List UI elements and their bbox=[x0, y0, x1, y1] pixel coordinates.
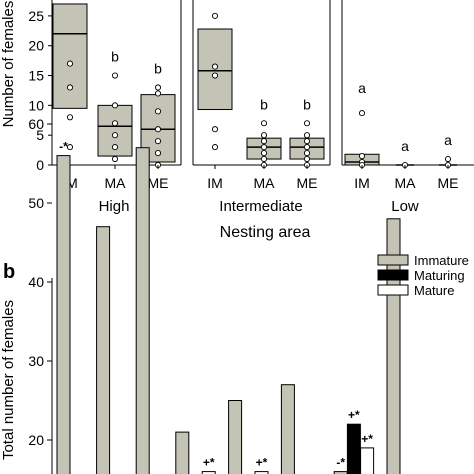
bar-immature bbox=[333, 471, 348, 474]
panel-b-letter: b bbox=[3, 261, 15, 283]
data-point bbox=[66, 60, 74, 67]
x-tick-label: ME bbox=[297, 175, 318, 191]
significance-mark: -* bbox=[336, 456, 345, 470]
significance-mark: +* bbox=[361, 432, 373, 446]
data-point bbox=[111, 155, 119, 163]
significance-mark: -* bbox=[59, 140, 68, 154]
data-point bbox=[154, 90, 162, 97]
data-point bbox=[154, 150, 162, 157]
data-point bbox=[66, 84, 74, 91]
y-tick-label: 60 bbox=[28, 116, 44, 132]
data-point bbox=[260, 144, 268, 151]
data-point bbox=[358, 110, 366, 117]
bar-immature bbox=[135, 147, 150, 474]
data-point bbox=[111, 120, 119, 127]
data-point bbox=[260, 132, 268, 139]
group-label: Low bbox=[391, 198, 419, 215]
legend-label: Immature bbox=[414, 253, 469, 268]
legend-label: Maturing bbox=[414, 268, 465, 283]
significance-letter: a bbox=[358, 80, 366, 96]
legend-swatch bbox=[377, 269, 409, 281]
box-high-im bbox=[52, 3, 88, 109]
bar-mature bbox=[254, 471, 269, 474]
data-point bbox=[211, 126, 219, 133]
group-label: Intermediate bbox=[219, 198, 302, 215]
y-tick-label: 10 bbox=[28, 97, 44, 113]
panel-a-y-axis-label: Number of females bbox=[0, 1, 17, 128]
x-tick-label: ME bbox=[148, 175, 169, 191]
data-point bbox=[444, 155, 452, 163]
panel-b-y-axis-label: Total number of females bbox=[0, 300, 17, 460]
y-tick-label: 25 bbox=[28, 8, 44, 24]
x-tick-label: MA bbox=[254, 175, 276, 191]
bar-immature bbox=[96, 226, 111, 474]
data-point bbox=[66, 114, 74, 121]
data-point bbox=[154, 84, 162, 91]
data-point bbox=[303, 120, 311, 127]
significance-letter: a bbox=[444, 132, 452, 148]
data-point bbox=[111, 72, 119, 79]
y-tick-label: 20 bbox=[28, 432, 44, 448]
bar-immature bbox=[56, 155, 71, 474]
data-point bbox=[211, 72, 219, 79]
data-point bbox=[303, 155, 311, 163]
data-point bbox=[154, 138, 162, 145]
bar-immature bbox=[175, 431, 190, 474]
y-tick-label: 40 bbox=[28, 274, 44, 290]
y-tick-label: 20 bbox=[28, 38, 44, 54]
y-tick-label: 15 bbox=[28, 68, 44, 84]
y-tick-label: 0 bbox=[36, 157, 44, 173]
y-tick-label: 30 bbox=[28, 353, 44, 369]
x-tick-label: IM bbox=[207, 175, 223, 191]
significance-letter: b bbox=[260, 96, 268, 112]
data-point bbox=[358, 153, 366, 160]
significance-mark: +* bbox=[256, 456, 268, 470]
bar-maturing bbox=[346, 423, 361, 474]
data-point bbox=[211, 144, 219, 151]
panel-a-x-axis-label: Nesting area bbox=[220, 224, 311, 241]
data-point bbox=[303, 150, 311, 157]
significance-mark: +* bbox=[348, 408, 360, 422]
significance-letter: b bbox=[111, 49, 119, 65]
data-point bbox=[260, 120, 268, 127]
bar-mature bbox=[360, 447, 375, 474]
x-tick-label: MA bbox=[105, 175, 127, 191]
significance-letter: b bbox=[303, 96, 311, 112]
bar-immature bbox=[228, 400, 243, 474]
data-point bbox=[303, 138, 311, 145]
data-point bbox=[260, 150, 268, 157]
data-point bbox=[111, 102, 119, 109]
legend-swatch bbox=[377, 284, 409, 296]
significance-letter: b bbox=[154, 60, 162, 76]
x-tick-label: ME bbox=[438, 175, 459, 191]
y-tick-label: 50 bbox=[28, 195, 44, 211]
bar-immature bbox=[280, 384, 295, 474]
data-point bbox=[211, 63, 219, 70]
legend-swatch bbox=[377, 254, 409, 266]
x-tick-label: MA bbox=[395, 175, 417, 191]
significance-letter: a bbox=[401, 138, 409, 154]
data-point bbox=[66, 144, 74, 151]
group-label: High bbox=[99, 198, 130, 215]
x-tick-label: IM bbox=[354, 175, 370, 191]
data-point bbox=[260, 138, 268, 145]
bar-mature bbox=[201, 471, 216, 474]
data-point bbox=[211, 12, 219, 19]
data-point bbox=[303, 132, 311, 139]
data-point bbox=[111, 144, 119, 151]
data-point bbox=[303, 144, 311, 151]
y-tick-label: 5 bbox=[36, 127, 44, 143]
data-point bbox=[260, 155, 268, 163]
data-point bbox=[154, 126, 162, 133]
data-point bbox=[111, 132, 119, 139]
panel-a-boxplots: IMbMAbMEHighIMbMAbMEIntermediateaIMaMAaM… bbox=[28, 0, 474, 215]
data-point bbox=[154, 108, 162, 115]
legend-label: Mature bbox=[414, 283, 454, 298]
bar-immature bbox=[386, 218, 401, 474]
significance-mark: +* bbox=[203, 456, 215, 470]
